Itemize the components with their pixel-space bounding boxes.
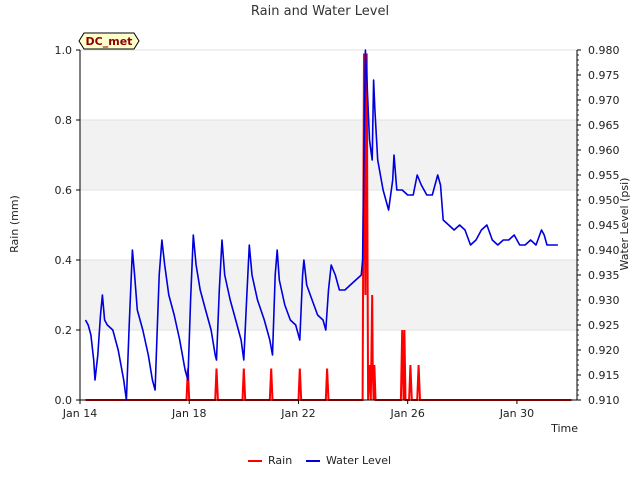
- right-tick-label-6: 0.940: [588, 244, 620, 257]
- water-level-line: [84, 49, 558, 401]
- right-tick-label-0: 0.910: [588, 394, 620, 407]
- site-badge-box: [78, 32, 140, 50]
- right-tick-label-8: 0.950: [588, 194, 620, 207]
- rain-line: [85, 53, 572, 401]
- axes: 0.0 0.2 0.4 0.6 0.8 1.0 0.910 0.915 0.920 0.925 0.…: [55, 44, 620, 420]
- x-axis-label: Time: [550, 422, 578, 435]
- band-1: [80, 120, 577, 190]
- x-tick-label-3: Jan 26: [389, 407, 424, 420]
- right-tick-label-2: 0.920: [588, 344, 620, 357]
- left-axis-label: Rain (mm): [8, 195, 21, 253]
- background-bands: [80, 49, 577, 331]
- right-tick-label-5: 0.935: [588, 269, 620, 282]
- right-tick-label-13: 0.975: [588, 69, 620, 82]
- left-tick-label-0: 0.0: [55, 394, 73, 407]
- right-tick-label-10: 0.960: [588, 144, 620, 157]
- right-tick-label-12: 0.970: [588, 94, 620, 107]
- x-tick-label-4: Jan 30: [499, 407, 534, 420]
- right-tick-label-11: 0.965: [588, 119, 620, 132]
- x-tick-label-2: Jan 22: [280, 407, 315, 420]
- left-tick-label-2: 0.4: [55, 254, 73, 267]
- x-tick-label-1: Jan 18: [171, 407, 206, 420]
- legend-water-label: Water Level: [326, 454, 391, 467]
- legend: Rain Water Level: [248, 454, 391, 467]
- chart-title: Rain and Water Level: [251, 4, 389, 19]
- left-tick-label-5: 1.0: [55, 44, 73, 57]
- water-level-series: [84, 49, 558, 401]
- left-tick-label-4: 0.8: [55, 114, 73, 127]
- left-tick-label-3: 0.6: [55, 184, 73, 197]
- right-tick-label-3: 0.925: [588, 319, 620, 332]
- site-badge: DC_met: [78, 32, 140, 50]
- right-tick-label-4: 0.930: [588, 294, 620, 307]
- rain-series: [85, 53, 572, 401]
- right-tick-label-14: 0.980: [588, 44, 620, 57]
- right-axis-label: Water Level (psi): [618, 178, 631, 271]
- right-tick-label-9: 0.955: [588, 169, 620, 182]
- left-tick-label-1: 0.2: [55, 324, 73, 337]
- legend-rain-label: Rain: [268, 454, 292, 467]
- site-badge-label: DC_met: [86, 35, 133, 48]
- right-tick-label-7: 0.945: [588, 219, 620, 232]
- right-tick-label-1: 0.915: [588, 369, 620, 382]
- x-tick-label-0: Jan 14: [62, 407, 97, 420]
